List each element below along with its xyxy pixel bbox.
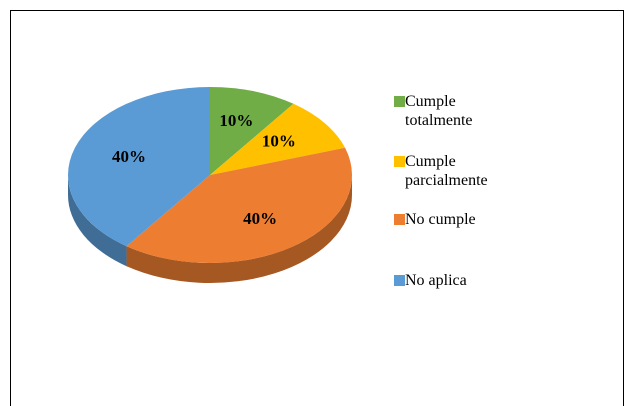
legend-label: No aplica [405, 272, 467, 289]
legend-swatch [394, 275, 405, 286]
data-label: 10% [219, 111, 253, 130]
slice-side [68, 175, 127, 267]
slice [210, 103, 346, 175]
legend-label: Cumple totalmente [405, 93, 473, 129]
chart-frame [10, 10, 624, 406]
legend-entry: No aplica [394, 271, 594, 290]
slice [67, 87, 210, 247]
data-label: 40% [243, 209, 277, 228]
legend-entry: Cumple totalmente [394, 92, 594, 130]
legend-label: Cumple parcialmente [405, 153, 488, 189]
slice [126, 147, 353, 264]
data-label: 40% [112, 147, 146, 166]
data-label: 10% [262, 131, 296, 150]
legend-label: No cumple [405, 211, 476, 228]
legend-entry: Cumple parcialmente [394, 152, 594, 190]
legend-swatch [394, 214, 405, 225]
legend-swatch [394, 96, 405, 107]
slice [210, 87, 294, 175]
legend-entry: No cumple [394, 210, 594, 229]
slice-side [126, 175, 353, 283]
legend-swatch [394, 156, 405, 167]
